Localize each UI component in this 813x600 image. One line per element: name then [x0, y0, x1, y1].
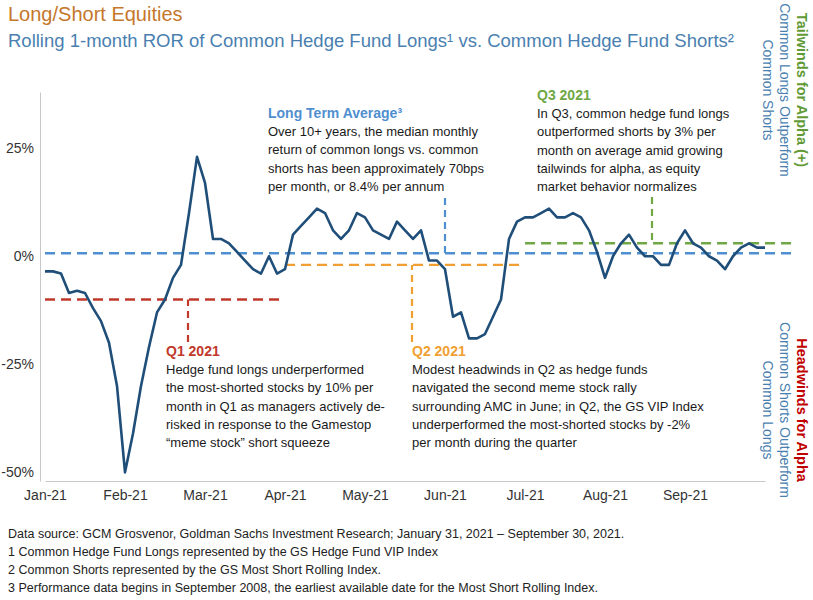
annotation-text: tailwinds for alpha, as equity: [537, 161, 701, 176]
leader-line: [411, 265, 413, 342]
chart-subtitle: Rolling 1-month ROR of Common Hedge Fund…: [8, 30, 734, 51]
footnote: 2 Common Shorts represented by the GS Mo…: [8, 563, 381, 577]
y-tick: 25%: [6, 140, 40, 156]
x-tick-label: Aug-21: [583, 487, 628, 503]
y-tick: -25%: [1, 356, 40, 372]
x-tick-label: Jun-21: [424, 487, 467, 503]
side-label-text: Common Shorts: [760, 39, 776, 140]
x-axis: Jan-21 Feb-21 Mar-21 Apr-21 May-21 Jun-21 Jul-…: [24, 481, 765, 503]
annotation-text: the most-shorted stocks by 10% per: [166, 380, 374, 395]
chart-title: Long/Short Equities: [8, 3, 183, 25]
y-tick: -50%: [1, 464, 40, 480]
annotation-text: market behavior normalizes: [537, 179, 697, 194]
leader-line: [651, 197, 653, 243]
footnote: 1 Common Hedge Fund Longs represented by…: [8, 545, 439, 559]
x-tick: Feb-21: [103, 481, 148, 503]
annotation-text: underperformed the most-shorted stocks b…: [412, 417, 691, 432]
side-label-text: Common Longs Outperform: [777, 3, 793, 177]
y-axis-line: [40, 93, 41, 482]
x-tick: Jun-21: [424, 481, 467, 503]
x-tick: Jul-21: [506, 481, 544, 503]
annotation-title: Q3 2021: [537, 87, 591, 103]
x-tick: Sep-21: [663, 481, 708, 503]
footnote: 3 Performance data begins in September 2…: [8, 581, 598, 595]
annotation-title: Q1 2021: [166, 343, 220, 359]
plot-area: [45, 157, 795, 473]
annotation-text: navigated the second meme stock rally: [412, 380, 637, 395]
footnote: Data source: GCM Grosvenor, Goldman Sach…: [8, 527, 624, 541]
y-tick-label: -25%: [1, 356, 34, 372]
annotation-text: month in Q1 as managers actively de-: [166, 399, 385, 414]
reference-line: [525, 242, 795, 244]
data-line: [45, 157, 765, 473]
y-tick: 0%: [14, 248, 40, 264]
annotation-title: Long Term Average³: [268, 105, 402, 121]
x-tick-label: Jan-21: [24, 487, 67, 503]
x-tick: Jan-21: [24, 481, 67, 503]
x-tick-label: May-21: [342, 487, 389, 503]
annotation-text: Over 10+ years, the median monthly: [268, 124, 478, 139]
y-tick-label: -50%: [1, 464, 34, 480]
x-tick-label: Feb-21: [103, 487, 148, 503]
y-axis: 25% 0% -25% -50%: [1, 93, 40, 482]
side-label-text: Common Shorts Outperform: [777, 322, 793, 498]
side-label-title: Headwinds for Alpha: [794, 338, 810, 483]
x-axis-line: [46, 481, 766, 482]
x-tick: Mar-21: [183, 481, 228, 503]
annotations: Long Term Average³ Over 10+ years, the me…: [166, 87, 730, 450]
x-tick-label: Mar-21: [183, 487, 228, 503]
side-label-text: Common Longs: [760, 361, 776, 460]
x-tick-label: Apr-21: [264, 487, 306, 503]
annotation-text: surrounding AMC in June; in Q2, the GS V…: [412, 399, 704, 414]
reference-line: [45, 252, 795, 254]
annotation-text: per month during the quarter: [412, 435, 577, 450]
leader-line: [444, 198, 446, 253]
annotation-title: Q2 2021: [412, 343, 466, 359]
footnotes: Data source: GCM Grosvenor, Goldman Sach…: [8, 527, 624, 595]
chart-svg: Long/Short Equities Rolling 1-month ROR o…: [0, 0, 813, 600]
annotation-text: risked in response to the Gamestop: [166, 417, 371, 432]
side-labels: Tailwinds for Alpha (+)Common Longs Outp…: [760, 3, 810, 498]
annotation-text: Hedge fund longs underperformed: [166, 362, 364, 377]
chart-container: Long/Short Equities Rolling 1-month ROR o…: [0, 0, 813, 600]
y-tick-label: 25%: [6, 140, 34, 156]
annotation-text: Modest headwinds in Q2 as hedge funds: [412, 362, 648, 377]
x-tick-label: Jul-21: [506, 487, 544, 503]
annotation-text: shorts has been approximately 70bps: [268, 161, 485, 176]
annotation-text: return of common longs vs. common: [268, 142, 478, 157]
annotation-text: In Q3, common hedge fund longs: [537, 106, 730, 121]
leader-line: [187, 299, 189, 342]
x-tick: Apr-21: [264, 481, 306, 503]
x-tick: Aug-21: [583, 481, 628, 503]
x-tick: May-21: [342, 481, 389, 503]
x-tick-label: Sep-21: [663, 487, 708, 503]
annotation-text: month on average amid growing: [537, 143, 723, 158]
side-label-title: Tailwinds for Alpha (+): [794, 13, 810, 167]
annotation-text: per month, or 8.4% per annum: [268, 179, 444, 194]
reference-line: [285, 264, 525, 266]
annotation-text: outperformed shorts by 3% per: [537, 124, 716, 139]
y-tick-label: 0%: [14, 248, 34, 264]
annotation-text: “meme stock” short squeeze: [166, 435, 330, 450]
